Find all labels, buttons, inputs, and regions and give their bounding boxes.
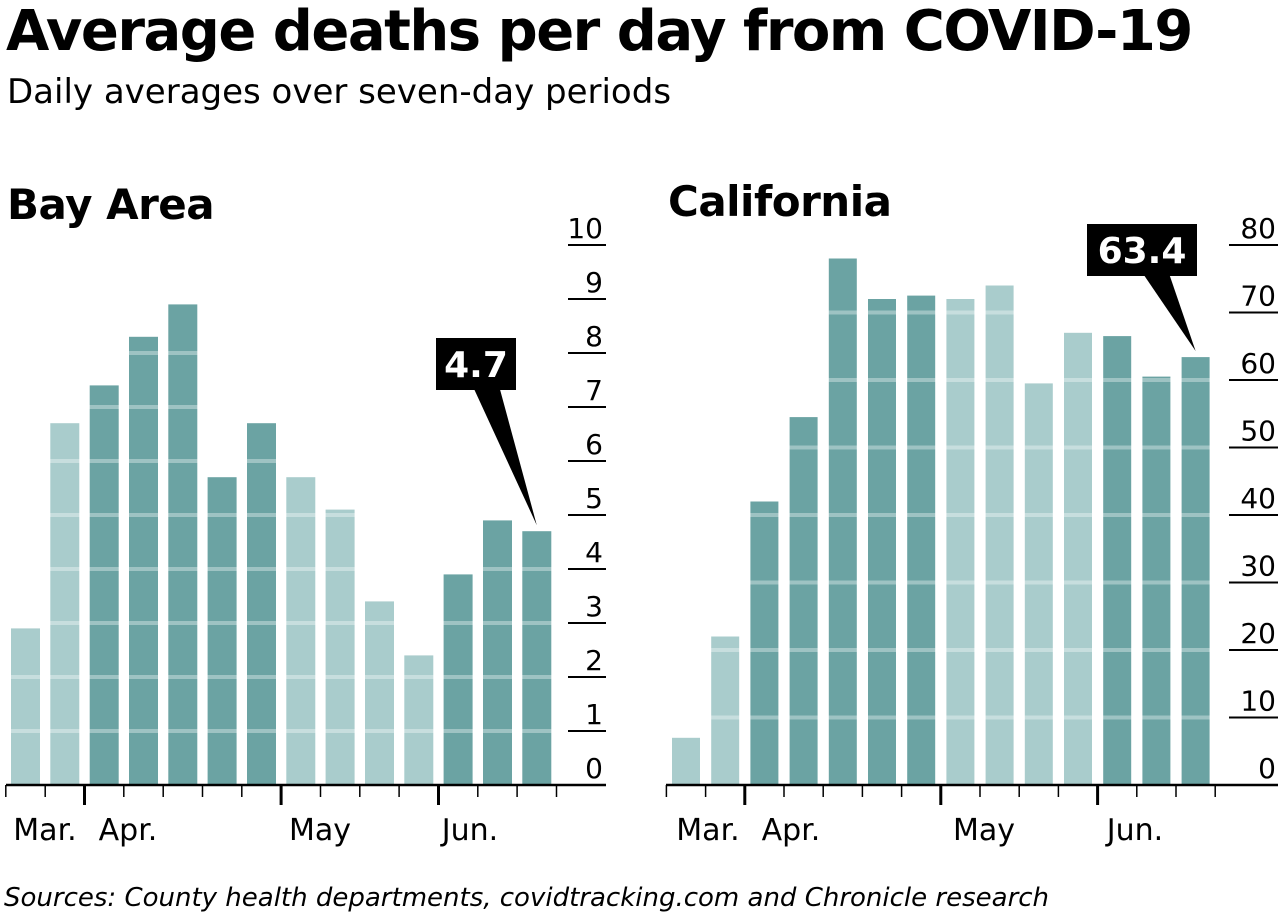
bar (1024, 383, 1053, 785)
y-tick-label: 40 (1240, 482, 1276, 515)
callout-pointer (1143, 274, 1196, 352)
bar (11, 628, 40, 785)
y-tick-label: 7 (585, 374, 603, 407)
bar (828, 258, 857, 785)
month-label: May (289, 813, 351, 848)
bar (325, 509, 355, 785)
month-label: Apr. (762, 813, 821, 848)
y-tick-label: 1 (585, 698, 603, 731)
y-tick-label: 6 (585, 428, 603, 461)
month-label: Apr. (99, 813, 158, 848)
callout-box (436, 338, 516, 390)
y-tick-label: 10 (567, 212, 603, 245)
bar (985, 285, 1014, 785)
month-label: May (953, 813, 1015, 848)
y-tick-label: 60 (1240, 347, 1276, 380)
bar (868, 299, 896, 785)
callout-pointer (473, 388, 537, 526)
y-tick-label: 2 (585, 644, 603, 677)
bar (443, 574, 473, 785)
source-note: Sources: County health departments, covi… (4, 883, 1050, 913)
y-tick-label: 5 (585, 482, 603, 515)
panel-title: California (668, 177, 891, 226)
bar (789, 417, 818, 785)
bar (672, 737, 700, 786)
bar (129, 336, 158, 785)
bar (207, 477, 237, 785)
y-tick-label: 4 (585, 536, 603, 569)
bar (522, 531, 552, 785)
bar (1142, 376, 1171, 785)
callout-label: 63.4 (1098, 231, 1187, 272)
panel-title: Bay Area (7, 180, 214, 229)
chart-title: Average deaths per day from COVID-19 (6, 0, 1193, 64)
y-tick-label: 0 (1258, 752, 1276, 785)
month-label: Jun. (440, 813, 498, 848)
bar (1103, 336, 1132, 785)
bar (1064, 332, 1092, 786)
bay-area-chart: Bay Area 0 1 2 3 4 5 6 7 8 9 10 Mar. Apr. May Jun. 4.7 (5, 180, 606, 848)
bar (50, 423, 80, 785)
y-tick-label: 10 (1240, 685, 1276, 718)
bar (286, 477, 316, 785)
bar (1181, 357, 1210, 785)
month-label: Mar. (13, 813, 76, 848)
bar (89, 385, 119, 785)
y-tick-label: 20 (1240, 617, 1276, 650)
month-label: Mar. (676, 813, 739, 848)
bar (946, 299, 975, 785)
california-chart: California 0 10 20 30 40 50 60 70 80 Mar. Apr. May Ju… (665, 177, 1278, 848)
y-tick-label: 70 (1240, 280, 1276, 313)
y-tick-label: 3 (585, 590, 603, 623)
bar (750, 501, 779, 785)
callout-box (1087, 224, 1197, 276)
bar (168, 304, 198, 785)
y-tick-label: 50 (1240, 415, 1276, 448)
callout-label: 4.7 (444, 345, 508, 386)
y-tick-label: 30 (1240, 550, 1276, 583)
y-tick-label: 8 (585, 320, 603, 353)
bar (365, 601, 394, 785)
bar (483, 520, 512, 785)
y-tick-label: 9 (585, 266, 603, 299)
y-tick-label: 80 (1240, 212, 1276, 245)
chart-subtitle: Daily averages over seven-day periods (7, 72, 672, 112)
bar (907, 295, 936, 785)
bar (404, 655, 434, 785)
month-label: Jun. (1105, 813, 1163, 848)
y-tick-label: 0 (585, 752, 603, 785)
bar (711, 636, 740, 785)
bar (247, 423, 276, 785)
